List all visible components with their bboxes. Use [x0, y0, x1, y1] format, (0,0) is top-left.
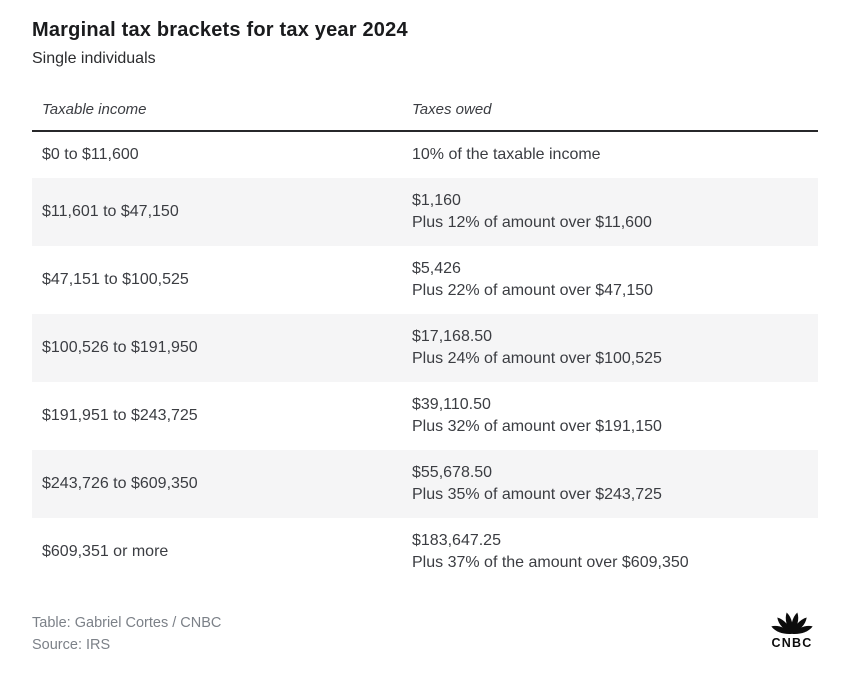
table-row: $100,526 to $191,950 $17,168.50 Plus 24%…: [32, 314, 818, 382]
table-row: $609,351 or more $183,647.25 Plus 37% of…: [32, 518, 818, 586]
table-row: $191,951 to $243,725 $39,110.50 Plus 32%…: [32, 382, 818, 450]
tax-marginal-rule: Plus 12% of amount over $11,600: [412, 214, 652, 231]
column-header-taxable-income: Taxable income: [42, 101, 147, 118]
tax-bracket-table: Taxable income Taxes owed $0 to $11,600 …: [32, 101, 818, 586]
table-header-row: Taxable income Taxes owed: [32, 101, 818, 132]
taxes-cell: $39,110.50 Plus 32% of amount over $191,…: [412, 394, 808, 438]
taxes-cell: $17,168.50 Plus 24% of amount over $100,…: [412, 326, 808, 370]
taxes-cell: $1,160 Plus 12% of amount over $11,600: [412, 190, 808, 234]
page-subtitle: Single individuals: [32, 50, 156, 67]
tax-base-amount: $39,110.50: [412, 396, 491, 413]
cnbc-logo: CNBC: [766, 608, 818, 650]
table-row: $0 to $11,600 10% of the taxable income: [32, 132, 818, 178]
table-row: $47,151 to $100,525 $5,426 Plus 22% of a…: [32, 246, 818, 314]
income-cell: $47,151 to $100,525: [42, 271, 189, 288]
taxes-cell: $5,426 Plus 22% of amount over $47,150: [412, 258, 808, 302]
tax-base-amount: $55,678.50: [412, 464, 493, 481]
tax-marginal-rule: Plus 24% of amount over $100,525: [412, 350, 662, 367]
credits: Table: Gabriel Cortes / CNBC Source: IRS: [32, 612, 221, 656]
income-cell: $11,601 to $47,150: [42, 203, 179, 220]
income-cell: $191,951 to $243,725: [42, 407, 198, 424]
tax-base-amount: $1,160: [412, 192, 461, 209]
tax-rule: 10% of the taxable income: [412, 146, 601, 163]
table-row: $11,601 to $47,150 $1,160 Plus 12% of am…: [32, 178, 818, 246]
cnbc-logo-text: CNBC: [771, 636, 813, 650]
taxes-cell: $183,647.25 Plus 37% of the amount over …: [412, 530, 808, 574]
tax-base-amount: $17,168.50: [412, 328, 493, 345]
income-cell: $100,526 to $191,950: [42, 339, 198, 356]
table-body: $0 to $11,600 10% of the taxable income …: [32, 132, 818, 586]
income-cell: $609,351 or more: [42, 543, 169, 560]
tax-base-amount: $5,426: [412, 260, 461, 277]
income-cell: $243,726 to $609,350: [42, 475, 198, 492]
page-title: Marginal tax brackets for tax year 2024: [32, 19, 408, 41]
income-cell: $0 to $11,600: [42, 146, 139, 163]
table-row: $243,726 to $609,350 $55,678.50 Plus 35%…: [32, 450, 818, 518]
taxes-cell: $55,678.50 Plus 35% of amount over $243,…: [412, 462, 808, 506]
tax-marginal-rule: Plus 37% of the amount over $609,350: [412, 554, 689, 571]
column-header-taxes-owed: Taxes owed: [412, 101, 492, 118]
tax-marginal-rule: Plus 22% of amount over $47,150: [412, 282, 654, 299]
tax-marginal-rule: Plus 32% of amount over $191,150: [412, 418, 662, 435]
tax-base-amount: $183,647.25: [412, 532, 501, 549]
taxes-cell: 10% of the taxable income: [412, 144, 808, 166]
tax-marginal-rule: Plus 35% of amount over $243,725: [412, 486, 662, 503]
table-credit: Table: Gabriel Cortes / CNBC: [32, 615, 222, 631]
source-credit: Source: IRS: [32, 637, 111, 653]
footer: Table: Gabriel Cortes / CNBC Source: IRS…: [32, 612, 818, 656]
peacock-icon: [766, 608, 818, 636]
